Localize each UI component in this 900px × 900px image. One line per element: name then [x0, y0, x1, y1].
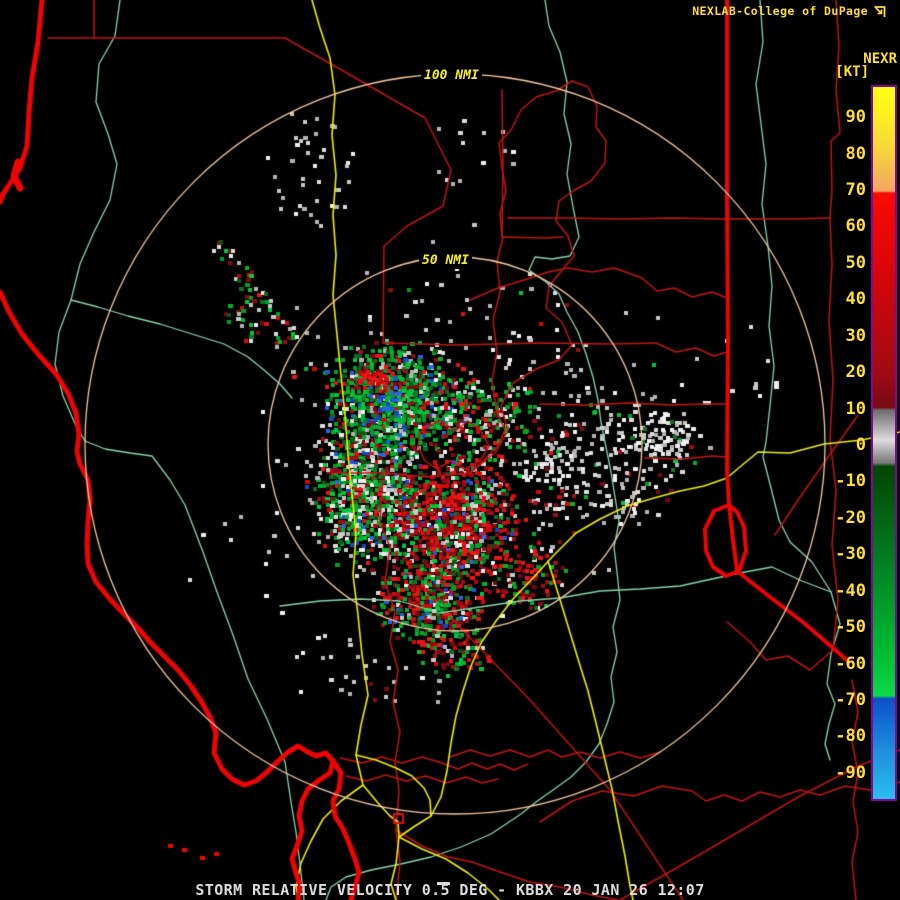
colorbar-tick-label: 50 [845, 253, 866, 273]
colorbar-tick-label: 30 [845, 326, 866, 346]
colorbar-tick-label: -10 [835, 471, 866, 491]
colorbar-tick-label: -60 [835, 654, 866, 674]
range-ring-label-100nmi: 100 NMI [421, 68, 482, 84]
colorbar-tick-label: 70 [845, 180, 866, 200]
velocity-colorbar-gradient [873, 87, 895, 799]
product-title: STORM RELATIVE VELOCITY 0.5 DEG - KBBX 2… [195, 881, 705, 899]
colorbar-tick-label: -40 [835, 581, 866, 601]
colorbar-tick-label: 0 [855, 435, 866, 455]
colorbar-tick-label: 10 [845, 399, 866, 419]
footer-overbar-mark [437, 882, 450, 885]
colorbar-units-label: [KT] [835, 64, 869, 80]
colorbar-tick-label: -70 [835, 690, 866, 710]
colorbar-tick-label: -80 [835, 726, 866, 746]
site-attribution-text: NEXLAB-College of DuPage [692, 4, 868, 18]
site-attribution: NEXLAB-College of DuPage [692, 4, 886, 18]
colorbar-product-label: NEXR [863, 51, 897, 67]
velocity-colorbar [871, 85, 897, 801]
colorbar-tick-label: -90 [835, 763, 866, 783]
colorbar-tick-label: 20 [845, 362, 866, 382]
dupage-corner-arrow-icon [873, 5, 886, 18]
colorbar-tick-label: 40 [845, 289, 866, 309]
colorbar-tick-label: -30 [835, 544, 866, 564]
colorbar-tick-label: 90 [845, 107, 866, 127]
colorbar-tick-label: 60 [845, 216, 866, 236]
colorbar-tick-label: -20 [835, 508, 866, 528]
colorbar-tick-label: -50 [835, 617, 866, 637]
colorbar-tick-label: 80 [845, 144, 866, 164]
range-ring-label-50nmi: 50 NMI [419, 253, 472, 269]
